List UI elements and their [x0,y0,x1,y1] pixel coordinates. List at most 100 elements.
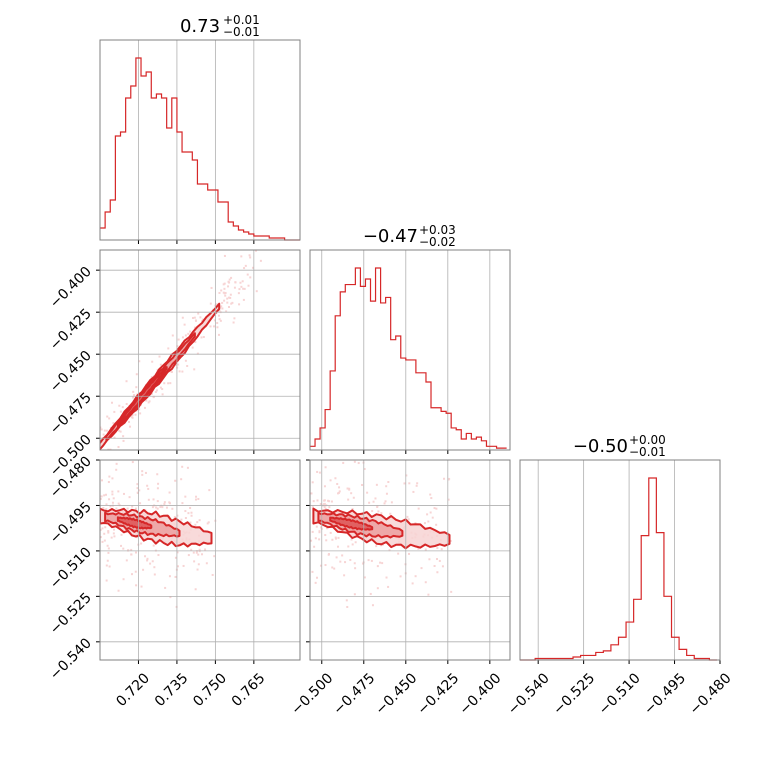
scatter-point [122,578,125,581]
xtick-label-p2-2: −0.510 [596,670,644,718]
scatter-point [334,536,337,539]
scatter-point [428,558,431,561]
scatter-point [111,401,114,404]
scatter-point [335,556,338,559]
scatter-point [223,254,226,257]
scatter-point [430,497,433,500]
scatter-point [170,371,173,374]
scatter-point [440,548,443,551]
scatter-point [156,473,159,476]
scatter-point [151,360,154,363]
scatter-point [229,296,232,299]
scatter-point [336,482,339,485]
scatter-point [420,440,422,442]
scatter-point [338,490,341,493]
scatter-point [350,492,353,495]
scatter-point [246,273,249,276]
scatter-point [314,537,317,540]
scatter-point [221,307,224,310]
scatter-point [97,500,99,502]
histogram-step-p2 [520,477,717,661]
scatter-point [103,532,106,535]
scatter-point [240,285,243,288]
scatter-point [122,435,125,438]
scatter-point [128,420,131,423]
scatter-point [167,382,170,385]
histogram-frame-p1 [309,249,511,451]
scatter-point [247,284,250,287]
scatter-point [366,491,369,494]
scatter-point [243,287,246,290]
scatter-point [181,336,184,339]
scatter-point [108,498,111,501]
scatter-point [194,341,197,344]
panel-content-0-2 [97,447,217,608]
scatter-point [191,316,194,319]
scatter-point [255,290,258,293]
ytick-label-p2-3: −0.495 [47,499,95,547]
panel-frame-0-2 [99,459,301,661]
scatter-point [159,386,162,389]
panel-frame-0-1 [99,249,301,451]
scatter-point [371,510,374,513]
scatter-point [202,336,205,339]
scatter-point [420,567,423,570]
scatter-point [327,499,330,502]
scatter-point [193,368,196,371]
histogram-step-p0 [100,57,300,241]
scatter-point [227,305,230,308]
scatter-point [103,447,105,449]
scatter-point [161,388,164,391]
scatter-point [238,303,241,306]
scatter-point [249,256,252,259]
scatter-point [379,561,382,564]
scatter-point [311,506,314,509]
scatter-point [100,528,102,531]
scatter-point [106,559,109,562]
scatter-point [182,564,185,567]
scatter-point [134,507,137,510]
scatter-point [104,526,107,529]
scatter-point [103,472,105,474]
scatter-point [213,319,216,322]
scatter-point [305,476,307,478]
scatter-point [100,536,102,539]
scatter-point [339,560,342,563]
scatter-point [119,410,122,413]
scatter-point [194,588,197,591]
scatter-point [405,474,408,477]
scatter-point [361,562,364,565]
scatter-point [174,575,177,578]
param-2-title-value: −0.50 [573,436,628,457]
scatter-point [240,255,243,258]
scatter-point [117,446,120,449]
scatter-point [118,429,121,432]
scatter-point [111,493,114,496]
scatter-point [449,539,452,542]
scatter-point [132,390,135,393]
scatter-point [217,333,220,336]
scatter-point [193,326,196,329]
scatter-point [205,562,208,565]
scatter-point [414,575,417,578]
scatter-point [234,281,237,284]
scatter-point [134,570,137,573]
xtick-label-p0-0: 0.720 [113,670,153,710]
panel-content-1-2 [305,440,453,608]
scatter-point [370,559,373,562]
scatter-point [151,560,154,563]
scatter-point [226,297,229,300]
scatter-point [115,507,118,510]
scatter-point [328,500,331,503]
scatter-point [169,382,172,385]
xtick-label-p1-0: −0.500 [288,670,336,718]
scatter-point [310,539,313,542]
scatter-point [136,536,139,539]
scatter-point [429,511,432,514]
xtick-label-p1-2: −0.450 [372,670,420,718]
xtick-label-p1-1: −0.475 [330,670,378,718]
scatter-point [209,325,212,328]
scatter-point [337,491,340,494]
scatter-point [368,501,371,504]
scatter-point [95,440,97,442]
